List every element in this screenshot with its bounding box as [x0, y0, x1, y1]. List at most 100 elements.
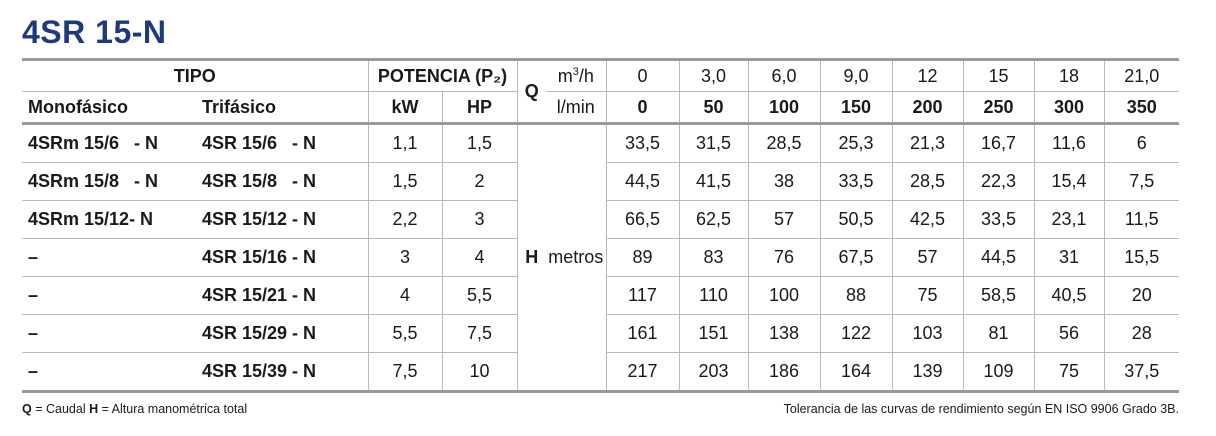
head-value-cell: 57 — [891, 238, 964, 277]
head-value-cell: 41,5 — [678, 162, 749, 201]
trifasico-model: 4SR 15/8 - N — [196, 162, 369, 201]
flow-m3h-cell: 6,0 — [747, 58, 821, 92]
kw-header: kW — [367, 91, 443, 125]
head-value-cell: 6 — [1103, 123, 1180, 163]
head-value-cell: 11,5 — [1103, 200, 1180, 239]
hp-value: 5,5 — [441, 276, 518, 315]
flow-m3h-cell: 15 — [962, 58, 1035, 92]
head-value-cell: 88 — [819, 276, 893, 315]
hp-value: 7,5 — [441, 314, 518, 353]
flow-lmin-cell: 300 — [1033, 91, 1105, 125]
hp-value: 2 — [441, 162, 518, 201]
tipo-header: TIPO — [22, 58, 369, 92]
head-value-cell: 33,5 — [962, 200, 1035, 239]
monofasico-model: 4SRm 15/8 - N — [22, 162, 196, 201]
head-value-cell: 138 — [747, 314, 821, 353]
trifasico-model: 4SR 15/6 - N — [196, 123, 369, 163]
head-value-cell: 25,3 — [819, 123, 893, 163]
head-value-cell: 83 — [678, 238, 749, 277]
table-row: –4SR 15/16 - N 3 4 89 83 76 67,5 57 44,5 31 15,5 — [22, 238, 1180, 277]
head-value-cell: 62,5 — [678, 200, 749, 239]
header-row-1: TIPO POTENCIA (P₂) Q m3/h 0 3,0 6,0 9,0 … — [22, 58, 1180, 125]
flow-lmin-cell: 350 — [1103, 91, 1180, 125]
flow-lmin-cell: 200 — [891, 91, 964, 125]
head-value-cell: 122 — [819, 314, 893, 353]
legend-note: Q = Caudal H = Altura manométrica total — [22, 402, 248, 416]
hp-value: 3 — [441, 200, 518, 239]
head-value-cell: 110 — [678, 276, 749, 315]
kw-value: 1,1 — [367, 123, 443, 163]
head-value-cell: 31 — [1033, 238, 1105, 277]
table-row: –4SR 15/21 - N 4 5,5 117 110 100 88 75 58,5 40,5 2… — [22, 276, 1180, 315]
head-value-cell: 33,5 — [819, 162, 893, 201]
head-value-cell: 15,4 — [1033, 162, 1105, 201]
head-value-cell: 33,5 — [605, 123, 680, 163]
monofasico-model: 4SRm 15/12- N — [22, 200, 196, 239]
table-row: 4SRm 15/8 - N 4SR 15/8 - N 1,5 2 44,5 41,5 38 3… — [22, 162, 1180, 201]
kw-value: 5,5 — [367, 314, 443, 353]
flow-m3h-cell: 3,0 — [678, 58, 749, 92]
flow-m3h-cell: 9,0 — [819, 58, 893, 92]
head-value-cell: 139 — [891, 352, 964, 393]
trifasico-header: Trifásico — [196, 91, 369, 125]
performance-table: TIPO POTENCIA (P₂) Q m3/h 0 3,0 6,0 9,0 … — [22, 58, 1180, 393]
hp-header: HP — [441, 91, 518, 125]
q-unit-m3h: m3/h — [546, 58, 607, 92]
head-value-cell: 58,5 — [962, 276, 1035, 315]
kw-value: 1,5 — [367, 162, 443, 201]
monofasico-model: – — [22, 314, 196, 353]
monofasico-model: – — [22, 276, 196, 315]
potencia-header: POTENCIA (P₂) — [367, 58, 518, 92]
head-value-cell: 11,6 — [1033, 123, 1105, 163]
kw-value: 3 — [367, 238, 443, 277]
head-value-cell: 76 — [747, 238, 821, 277]
page-title: 4SR 15-N — [22, 14, 167, 50]
hp-value: 10 — [441, 352, 518, 393]
flow-m3h-cell: 0 — [605, 58, 680, 92]
tolerance-note: Tolerancia de las curvas de rendimiento … — [783, 402, 1179, 416]
flow-lmin-cell: 100 — [747, 91, 821, 125]
head-value-cell: 151 — [678, 314, 749, 353]
trifasico-model: 4SR 15/29 - N — [196, 314, 369, 353]
header-row-2: Monofásico Trifásico kW HP l/min 0 50 10… — [22, 91, 1180, 125]
head-value-cell: 28,5 — [891, 162, 964, 201]
monofasico-header: Monofásico — [22, 91, 196, 125]
head-value-cell: 20 — [1103, 276, 1180, 315]
head-value-cell: 103 — [891, 314, 964, 353]
head-value-cell: 56 — [1033, 314, 1105, 353]
head-value-cell: 164 — [819, 352, 893, 393]
kw-value: 2,2 — [367, 200, 443, 239]
flow-lmin-cell: 250 — [962, 91, 1035, 125]
head-value-cell: 40,5 — [1033, 276, 1105, 315]
h-label: H — [516, 123, 547, 393]
head-value-cell: 22,3 — [962, 162, 1035, 201]
head-value-cell: 21,3 — [891, 123, 964, 163]
flow-m3h-cell: 21,0 — [1103, 58, 1180, 92]
kw-value: 4 — [367, 276, 443, 315]
head-value-cell: 117 — [605, 276, 680, 315]
q-unit-lmin: l/min — [546, 91, 607, 125]
head-value-cell: 75 — [891, 276, 964, 315]
head-value-cell: 28 — [1103, 314, 1180, 353]
table-row: 4SRm 15/12- N 4SR 15/12 - N 2,2 3 66,5 62,5 57… — [22, 200, 1180, 239]
head-value-cell: 44,5 — [962, 238, 1035, 277]
head-value-cell: 16,7 — [962, 123, 1035, 163]
head-value-cell: 44,5 — [605, 162, 680, 201]
trifasico-model: 4SR 15/21 - N — [196, 276, 369, 315]
kw-value: 7,5 — [367, 352, 443, 393]
head-value-cell: 89 — [605, 238, 680, 277]
head-value-cell: 217 — [605, 352, 680, 393]
head-value-cell: 7,5 — [1103, 162, 1180, 201]
flow-lmin-cell: 50 — [678, 91, 749, 125]
head-value-cell: 203 — [678, 352, 749, 393]
hp-value: 1,5 — [441, 123, 518, 163]
head-value-cell: 28,5 — [747, 123, 821, 163]
head-value-cell: 75 — [1033, 352, 1105, 393]
head-value-cell: 100 — [747, 276, 821, 315]
h-unit: metros — [546, 123, 607, 393]
head-value-cell: 81 — [962, 314, 1035, 353]
q-label: Q — [516, 58, 547, 125]
flow-m3h-cell: 18 — [1033, 58, 1105, 92]
trifasico-model: 4SR 15/39 - N — [196, 352, 369, 393]
